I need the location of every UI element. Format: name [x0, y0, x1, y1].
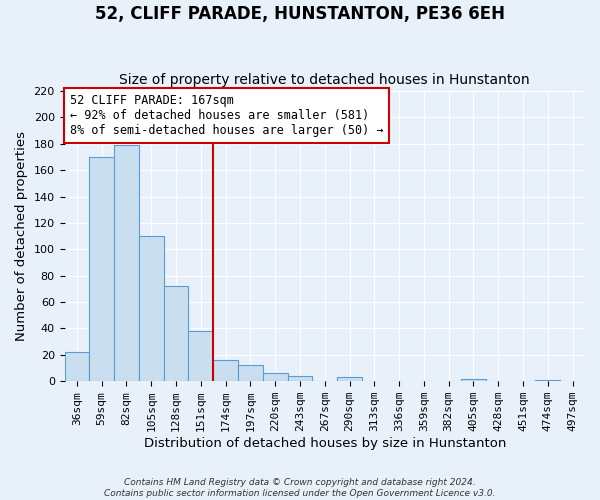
- Bar: [461, 378, 486, 381]
- Bar: [287, 376, 313, 381]
- Text: 52, CLIFF PARADE, HUNSTANTON, PE36 6EH: 52, CLIFF PARADE, HUNSTANTON, PE36 6EH: [95, 5, 505, 23]
- Bar: [89, 157, 114, 381]
- Bar: [164, 286, 188, 381]
- X-axis label: Distribution of detached houses by size in Hunstanton: Distribution of detached houses by size …: [143, 437, 506, 450]
- Bar: [238, 366, 263, 381]
- Bar: [213, 360, 238, 381]
- Text: Contains HM Land Registry data © Crown copyright and database right 2024.
Contai: Contains HM Land Registry data © Crown c…: [104, 478, 496, 498]
- Bar: [139, 236, 164, 381]
- Bar: [535, 380, 560, 381]
- Text: 52 CLIFF PARADE: 167sqm
← 92% of detached houses are smaller (581)
8% of semi-de: 52 CLIFF PARADE: 167sqm ← 92% of detache…: [70, 94, 383, 137]
- Bar: [114, 145, 139, 381]
- Bar: [263, 374, 287, 381]
- Y-axis label: Number of detached properties: Number of detached properties: [15, 131, 28, 341]
- Bar: [188, 331, 213, 381]
- Title: Size of property relative to detached houses in Hunstanton: Size of property relative to detached ho…: [119, 73, 530, 87]
- Bar: [65, 352, 89, 381]
- Bar: [337, 378, 362, 381]
